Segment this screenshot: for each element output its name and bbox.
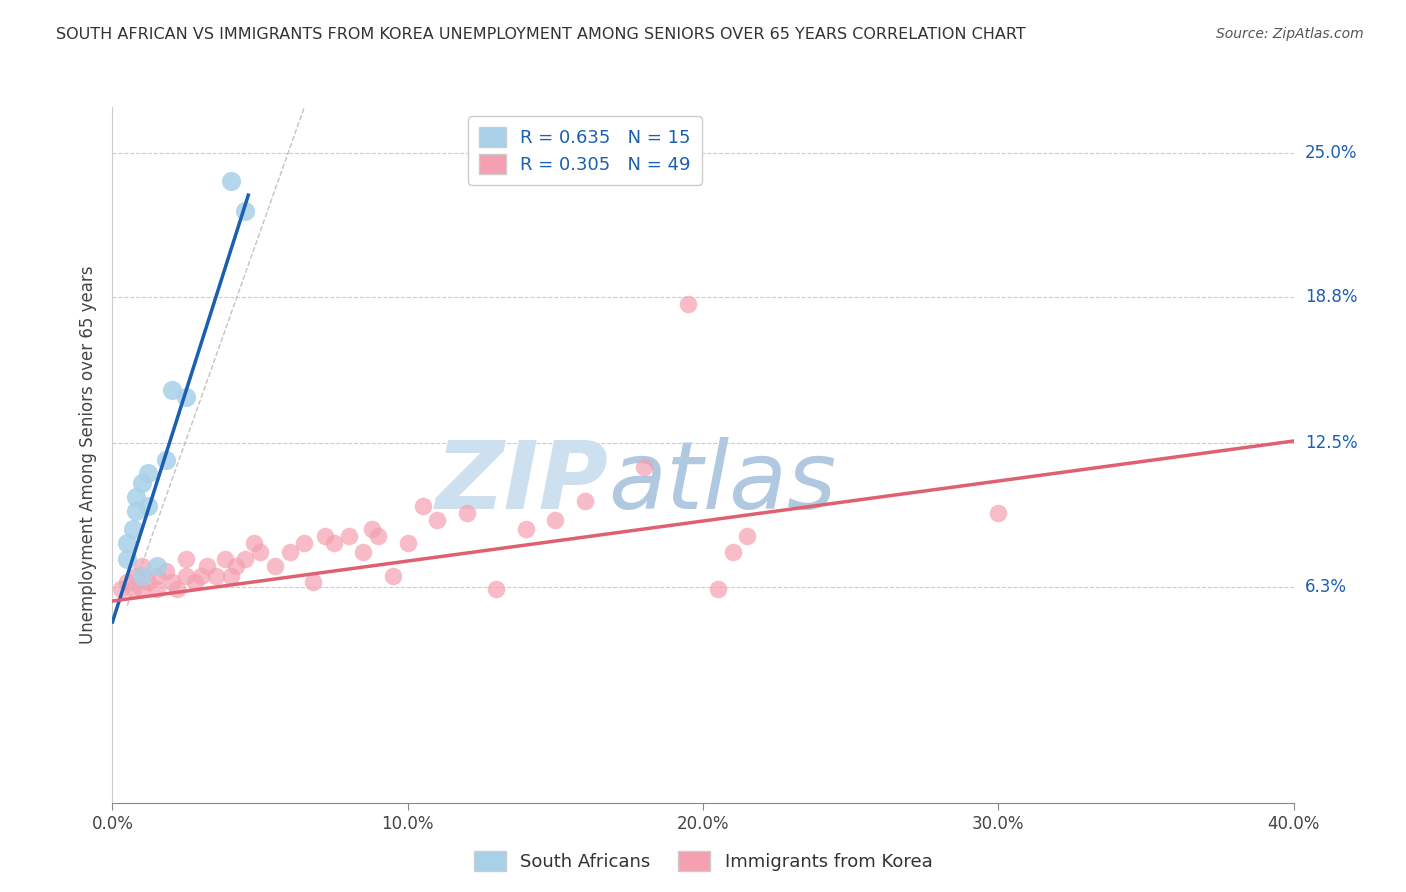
Text: 6.3%: 6.3% — [1305, 578, 1347, 596]
Point — [136, 575, 159, 590]
Point — [225, 559, 247, 574]
Point — [323, 536, 346, 550]
Point — [426, 513, 449, 527]
Point — [117, 552, 138, 566]
Legend: R = 0.635   N = 15, R = 0.305   N = 49: R = 0.635 N = 15, R = 0.305 N = 49 — [468, 116, 702, 185]
Point — [155, 564, 177, 578]
Point — [678, 297, 700, 311]
Point — [243, 536, 266, 550]
Text: SOUTH AFRICAN VS IMMIGRANTS FROM KOREA UNEMPLOYMENT AMONG SENIORS OVER 65 YEARS : SOUTH AFRICAN VS IMMIGRANTS FROM KOREA U… — [56, 27, 1026, 42]
Point — [174, 390, 197, 404]
Point — [633, 459, 655, 474]
Point — [337, 529, 360, 543]
Point — [146, 559, 169, 574]
Point — [160, 383, 183, 397]
Point — [314, 529, 336, 543]
Point — [131, 582, 153, 597]
Point — [125, 503, 148, 517]
Text: 18.8%: 18.8% — [1305, 288, 1357, 306]
Text: atlas: atlas — [609, 437, 837, 528]
Point — [174, 568, 197, 582]
Point — [131, 475, 153, 490]
Text: Source: ZipAtlas.com: Source: ZipAtlas.com — [1216, 27, 1364, 41]
Point — [233, 204, 256, 219]
Point — [456, 506, 478, 520]
Point — [214, 552, 236, 566]
Point — [117, 575, 138, 590]
Point — [278, 545, 301, 559]
Point — [195, 559, 218, 574]
Point — [352, 545, 374, 559]
Point — [205, 568, 228, 582]
Point — [136, 467, 159, 481]
Point — [174, 552, 197, 566]
Point — [396, 536, 419, 550]
Point — [122, 522, 145, 536]
Text: 12.5%: 12.5% — [1305, 434, 1357, 452]
Point — [166, 582, 188, 597]
Point — [737, 529, 759, 543]
Point — [219, 568, 242, 582]
Point — [574, 494, 596, 508]
Point — [136, 499, 159, 513]
Point — [219, 174, 242, 188]
Point — [117, 536, 138, 550]
Point — [382, 568, 405, 582]
Point — [987, 506, 1010, 520]
Y-axis label: Unemployment Among Seniors over 65 years: Unemployment Among Seniors over 65 years — [79, 266, 97, 644]
Point — [160, 575, 183, 590]
Text: ZIP: ZIP — [436, 437, 609, 529]
Point — [131, 568, 153, 582]
Point — [302, 575, 325, 590]
Point — [233, 552, 256, 566]
Point — [110, 582, 132, 597]
Point — [146, 582, 169, 597]
Point — [131, 559, 153, 574]
Text: 25.0%: 25.0% — [1305, 145, 1357, 162]
Point — [544, 513, 567, 527]
Point — [146, 568, 169, 582]
Point — [485, 582, 508, 597]
Point — [515, 522, 537, 536]
Point — [367, 529, 389, 543]
Point — [411, 499, 433, 513]
Point — [706, 582, 728, 597]
Point — [184, 575, 207, 590]
Legend: South Africans, Immigrants from Korea: South Africans, Immigrants from Korea — [467, 844, 939, 879]
Point — [249, 545, 271, 559]
Point — [190, 568, 212, 582]
Point — [125, 568, 148, 582]
Point — [122, 582, 145, 597]
Point — [155, 452, 177, 467]
Point — [264, 559, 287, 574]
Point — [721, 545, 744, 559]
Point — [361, 522, 384, 536]
Point — [292, 536, 315, 550]
Point — [125, 490, 148, 504]
